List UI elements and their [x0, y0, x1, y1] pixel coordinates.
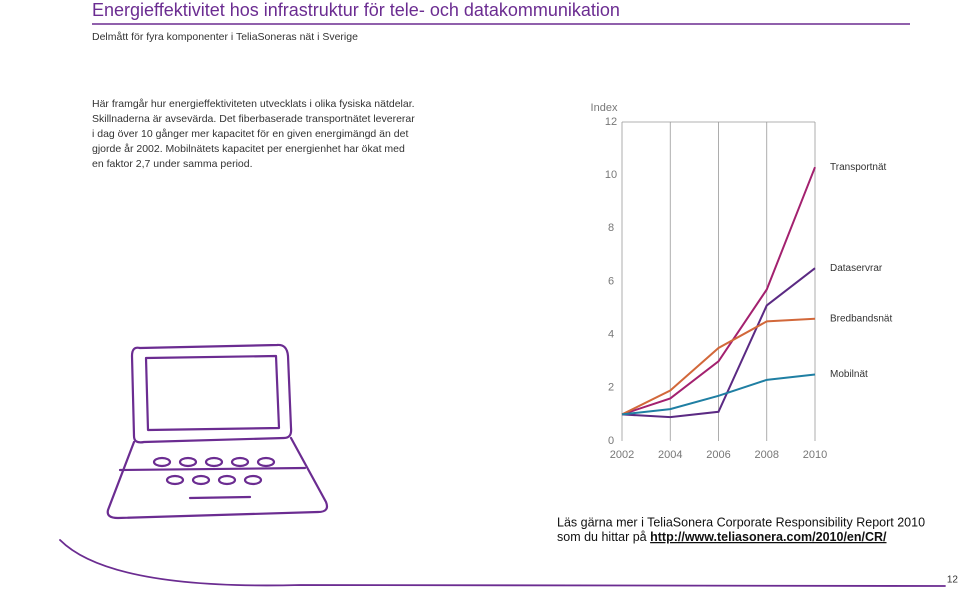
body-line: Här framgår hur energieffektiviteten utv… — [92, 98, 415, 110]
laptop-key — [165, 474, 185, 486]
laptop-deck — [118, 466, 307, 472]
series-label: Bredbandsnät — [830, 313, 892, 324]
series-label: Dataservrar — [830, 263, 883, 274]
laptop-key — [152, 456, 172, 468]
footer-line: Läs gärna mer i TeliaSonera Corporate Re… — [557, 515, 925, 529]
footer-line: som du hittar på http://www.teliasonera.… — [557, 530, 887, 544]
series-line — [621, 373, 816, 416]
laptop-base — [106, 436, 329, 520]
x-tick-label: 2004 — [658, 449, 682, 461]
laptop-touchpad — [188, 495, 252, 500]
series-label: Transportnät — [830, 162, 887, 173]
y-tick-label: 0 — [608, 435, 614, 447]
body-line: Skillnaderna är avsevärda. Det fiberbase… — [92, 113, 415, 125]
y-axis-label: Index — [591, 102, 618, 114]
series-label: Mobilnät — [830, 369, 868, 380]
body-line: i dag över 10 gånger mer kapacitet för e… — [92, 128, 408, 140]
laptop-key — [204, 456, 224, 468]
laptop-key — [243, 474, 263, 486]
y-tick-label: 12 — [605, 116, 617, 128]
laptop-screen-inner — [144, 354, 281, 432]
y-tick-label: 6 — [608, 275, 614, 287]
cable-line — [59, 539, 946, 587]
series-line — [621, 166, 816, 416]
page-number: 12 — [947, 575, 959, 586]
series-line — [621, 317, 816, 416]
x-tick-label: 2002 — [610, 449, 634, 461]
x-tick-label: 2006 — [706, 449, 730, 461]
laptop-key — [191, 474, 211, 486]
body-line: en faktor 2,7 under samma period. — [92, 158, 253, 170]
x-tick-label: 2008 — [755, 449, 779, 461]
footer-link[interactable]: http://www.teliasonera.com/2010/en/CR/ — [650, 530, 887, 544]
series-line — [621, 267, 816, 419]
footer-prefix: som du hittar på — [557, 530, 650, 544]
body-line: gjorde år 2002. Mobilnätets kapacitet pe… — [92, 143, 405, 155]
y-tick-label: 10 — [605, 169, 617, 181]
laptop-illustration — [59, 343, 946, 587]
y-tick-label: 4 — [608, 329, 614, 341]
laptop-key — [217, 474, 237, 486]
title: Energieffektivitet hos infrastruktur för… — [92, 0, 620, 20]
y-tick-label: 2 — [608, 382, 614, 394]
laptop-key — [178, 456, 198, 468]
x-tick-label: 2010 — [803, 449, 827, 461]
subtitle: Delmått för fyra komponenter i TeliaSone… — [92, 31, 358, 43]
y-tick-label: 8 — [608, 222, 614, 234]
laptop-screen — [130, 343, 293, 444]
laptop-key — [256, 456, 276, 468]
laptop-key — [230, 456, 250, 468]
